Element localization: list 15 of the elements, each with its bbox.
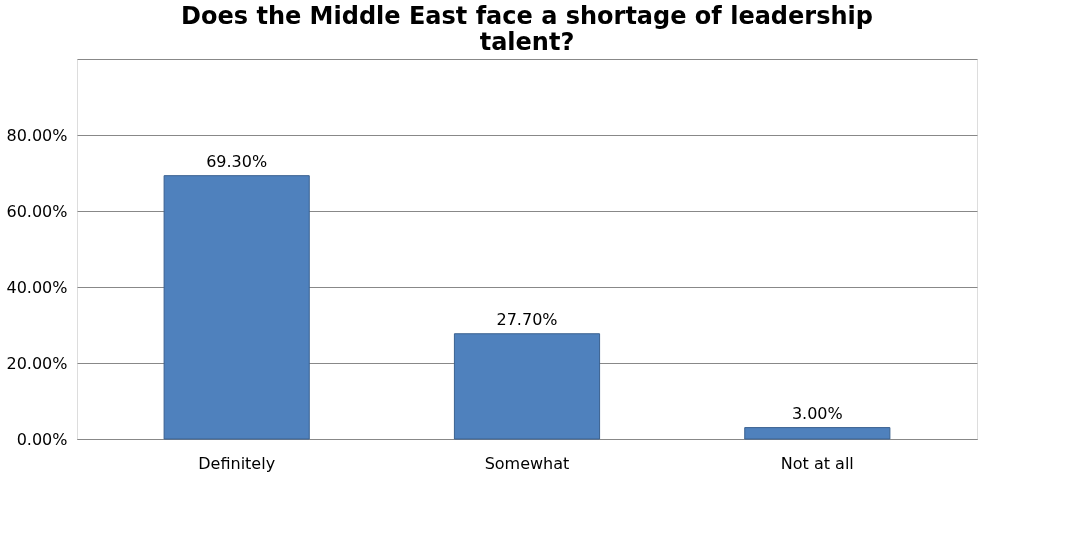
bar: [453, 333, 601, 440]
y-tick-label: 60.00%: [6, 201, 68, 221]
data-label: 3.00%: [791, 403, 843, 423]
y-tick-label: 80.00%: [6, 125, 68, 145]
data-label: 27.70%: [496, 309, 558, 329]
y-tick-label: 20.00%: [6, 353, 68, 373]
y-tick-label: 40.00%: [6, 277, 68, 297]
chart-title: Does the Middle East face a shortage of leadership talent?: [181, 2, 873, 56]
bar: [744, 427, 891, 440]
x-tick-label: Not at all: [780, 453, 854, 473]
x-tick-label: Definitely: [198, 453, 276, 473]
x-tick-label: Somewhat: [484, 453, 570, 473]
data-label: 69.30%: [206, 151, 268, 171]
y-tick-label: 0.00%: [16, 429, 68, 449]
bar: [163, 175, 310, 440]
